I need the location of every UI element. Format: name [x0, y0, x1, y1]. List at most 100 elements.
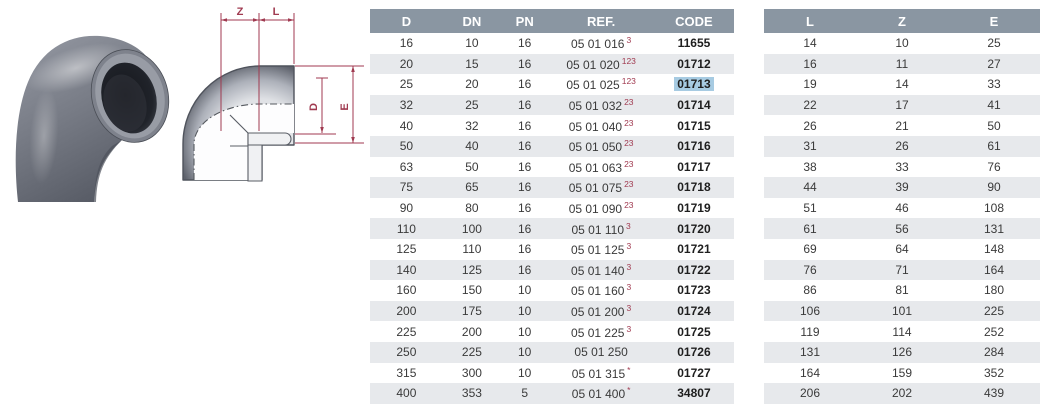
- e-cell: 61: [948, 135, 1040, 157]
- code-value: 34807: [677, 386, 711, 401]
- pn-cell: 16: [518, 242, 532, 257]
- dn-cell: 150: [461, 283, 482, 298]
- footnote-marker: 3: [626, 220, 631, 231]
- dn-cell: 175: [442, 300, 502, 322]
- ref-cell: 05 01 110 3: [548, 218, 654, 239]
- ref-cell: 05 01 075 23: [548, 177, 654, 198]
- pn-cell: 16: [501, 53, 549, 75]
- code-value: 01718: [677, 180, 711, 195]
- l-cell: 206: [764, 383, 856, 404]
- table-row: 20 15 16 05 01 020 123 01712: [370, 53, 734, 75]
- ref-value: 05 01 063: [568, 160, 623, 175]
- table-row: 51 46 108: [764, 198, 1040, 219]
- code-cell: 34807: [653, 383, 734, 404]
- code-cell: 01717: [654, 157, 734, 178]
- d-cell: 225: [396, 324, 417, 339]
- selected-code[interactable]: 01713: [674, 77, 714, 92]
- d-cell: 50: [370, 135, 443, 157]
- column-header-d: D: [370, 9, 443, 33]
- code-value: 01716: [677, 139, 711, 154]
- z-cell: 114: [892, 324, 912, 339]
- ref-value: 05 01 125: [571, 243, 625, 258]
- d-cell: 16: [399, 36, 414, 51]
- socket-stop-horizontal: [247, 132, 292, 146]
- pn-cell: 16: [501, 177, 549, 198]
- l-cell: 38: [803, 159, 817, 174]
- l-cell: 22: [764, 94, 856, 116]
- footnote-marker: 123: [621, 55, 636, 66]
- pn-cell: 10: [501, 300, 549, 322]
- ref-value: 05 01 250: [574, 345, 628, 360]
- code-value: 01722: [677, 262, 711, 277]
- code-value: 01727: [677, 365, 711, 380]
- d-cell: 140: [370, 259, 443, 281]
- column-header-e: E: [948, 9, 1040, 33]
- l-cell: 164: [799, 365, 821, 380]
- code-value: 01719: [677, 201, 711, 216]
- l-cell: 19: [803, 77, 817, 92]
- ref-value: 05 01 315: [571, 366, 626, 381]
- table-row: 40 32 16 05 01 040 23 01715: [370, 115, 734, 136]
- table-row: 16 11 27: [764, 53, 1040, 75]
- ref-cell: 05 01 400 *: [548, 383, 654, 404]
- footnote-marker: 23: [624, 158, 634, 169]
- ref-cell: 05 01 315 *: [548, 363, 654, 384]
- table-row: 61 56 131: [764, 218, 1040, 239]
- code-cell: 01716: [653, 135, 734, 157]
- dim-label-l: L: [273, 6, 280, 18]
- dn-cell: 15: [442, 53, 502, 75]
- l-cell: 26: [803, 118, 817, 133]
- ref-value: 05 01 040: [568, 119, 623, 134]
- e-cell: 352: [983, 365, 1005, 380]
- table-row: 25 20 16 05 01 025 123 01713: [370, 74, 734, 95]
- code-cell: 01720: [653, 218, 734, 239]
- table-row: 110 100 16 05 01 110 3 01720: [370, 218, 734, 239]
- table-row: 164 159 352: [764, 363, 1040, 384]
- table-row: 22 17 41: [764, 94, 1040, 116]
- e-cell: 33: [987, 77, 1001, 92]
- table-row: 32 25 16 05 01 032 23 01714: [370, 94, 734, 116]
- spec-table-header-row: D DN PN REF. CODE: [370, 9, 734, 33]
- z-cell: 64: [895, 242, 909, 257]
- ref-value: 05 01 200: [571, 305, 625, 320]
- footnote-marker: 23: [624, 117, 634, 128]
- footnote-marker: 3: [626, 261, 632, 272]
- l-cell: 51: [803, 201, 817, 216]
- code-value: 11655: [677, 36, 711, 51]
- dn-cell: 125: [442, 259, 502, 281]
- footnote-marker: 123: [621, 76, 636, 87]
- d-cell: 32: [370, 94, 443, 116]
- table-row: 76 71 164: [764, 259, 1040, 281]
- code-cell: 01713: [654, 74, 734, 95]
- code-cell: 01712: [653, 53, 734, 75]
- dn-cell: 40: [442, 135, 502, 157]
- footnote-marker: 3: [626, 241, 632, 252]
- code-value: 01726: [677, 345, 711, 360]
- d-cell: 110: [370, 218, 443, 239]
- column-header-dn: DN: [442, 9, 502, 33]
- ref-value: 05 01 025: [566, 78, 620, 93]
- dim-label-e: E: [339, 103, 351, 110]
- table-row: 250 225 10 05 01 250 01726: [370, 341, 734, 363]
- ref-value: 05 01 400: [571, 387, 626, 402]
- dn-cell: 353: [442, 383, 502, 404]
- ref-value: 05 01 075: [568, 181, 623, 196]
- column-header-z: Z: [856, 9, 948, 33]
- ref-cell: 05 01 020 123: [548, 53, 654, 75]
- l-cell: 86: [803, 283, 817, 298]
- code-value: 01721: [677, 242, 711, 257]
- dn-cell: 50: [465, 159, 479, 174]
- d-cell: 250: [370, 341, 443, 363]
- dn-cell: 25: [442, 94, 502, 116]
- d-cell: 125: [396, 242, 417, 257]
- ref-value: 05 01 140: [571, 263, 625, 278]
- l-cell: 106: [764, 300, 856, 322]
- ref-cell: 05 01 225 3: [548, 321, 654, 342]
- z-cell: 46: [895, 201, 909, 216]
- footnote-marker: *: [627, 364, 631, 375]
- z-cell: 202: [856, 383, 948, 404]
- dn-cell: 200: [461, 324, 482, 339]
